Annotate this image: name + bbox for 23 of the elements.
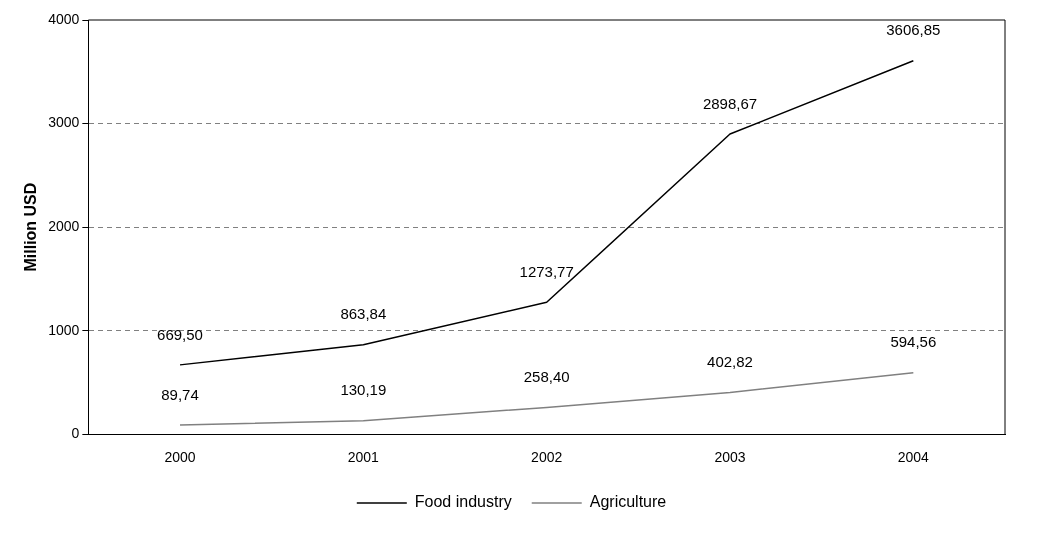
data-label: 2898,67 [702, 94, 758, 112]
y-tick-label: 1000 [48, 321, 80, 338]
data-label: 1273,77 [519, 262, 574, 280]
data-label: 258,40 [523, 368, 570, 386]
x-tick-label: 2000 [164, 449, 196, 466]
data-label: 3606,85 [886, 21, 941, 39]
x-tick-label: 2001 [347, 449, 380, 466]
y-tick-label: 3000 [48, 114, 80, 131]
data-label: 130,19 [340, 381, 387, 399]
y-tick-label: 0 [71, 425, 80, 442]
legend-label: Food industry [414, 493, 512, 511]
data-label: 863,84 [340, 305, 387, 323]
y-tick-label: 4000 [48, 10, 80, 27]
y-tick-label: 2000 [48, 217, 80, 234]
y-axis-title: Million USD [22, 182, 40, 272]
data-label: 402,82 [707, 353, 753, 371]
data-label: 594,56 [890, 333, 937, 351]
data-label: 89,74 [161, 385, 199, 403]
x-tick-label: 2003 [714, 449, 746, 466]
x-tick-label: 2002 [531, 449, 563, 466]
x-tick-label: 2004 [897, 449, 930, 466]
data-label: 669,50 [157, 325, 203, 343]
legend-label: Agriculture [589, 493, 667, 511]
